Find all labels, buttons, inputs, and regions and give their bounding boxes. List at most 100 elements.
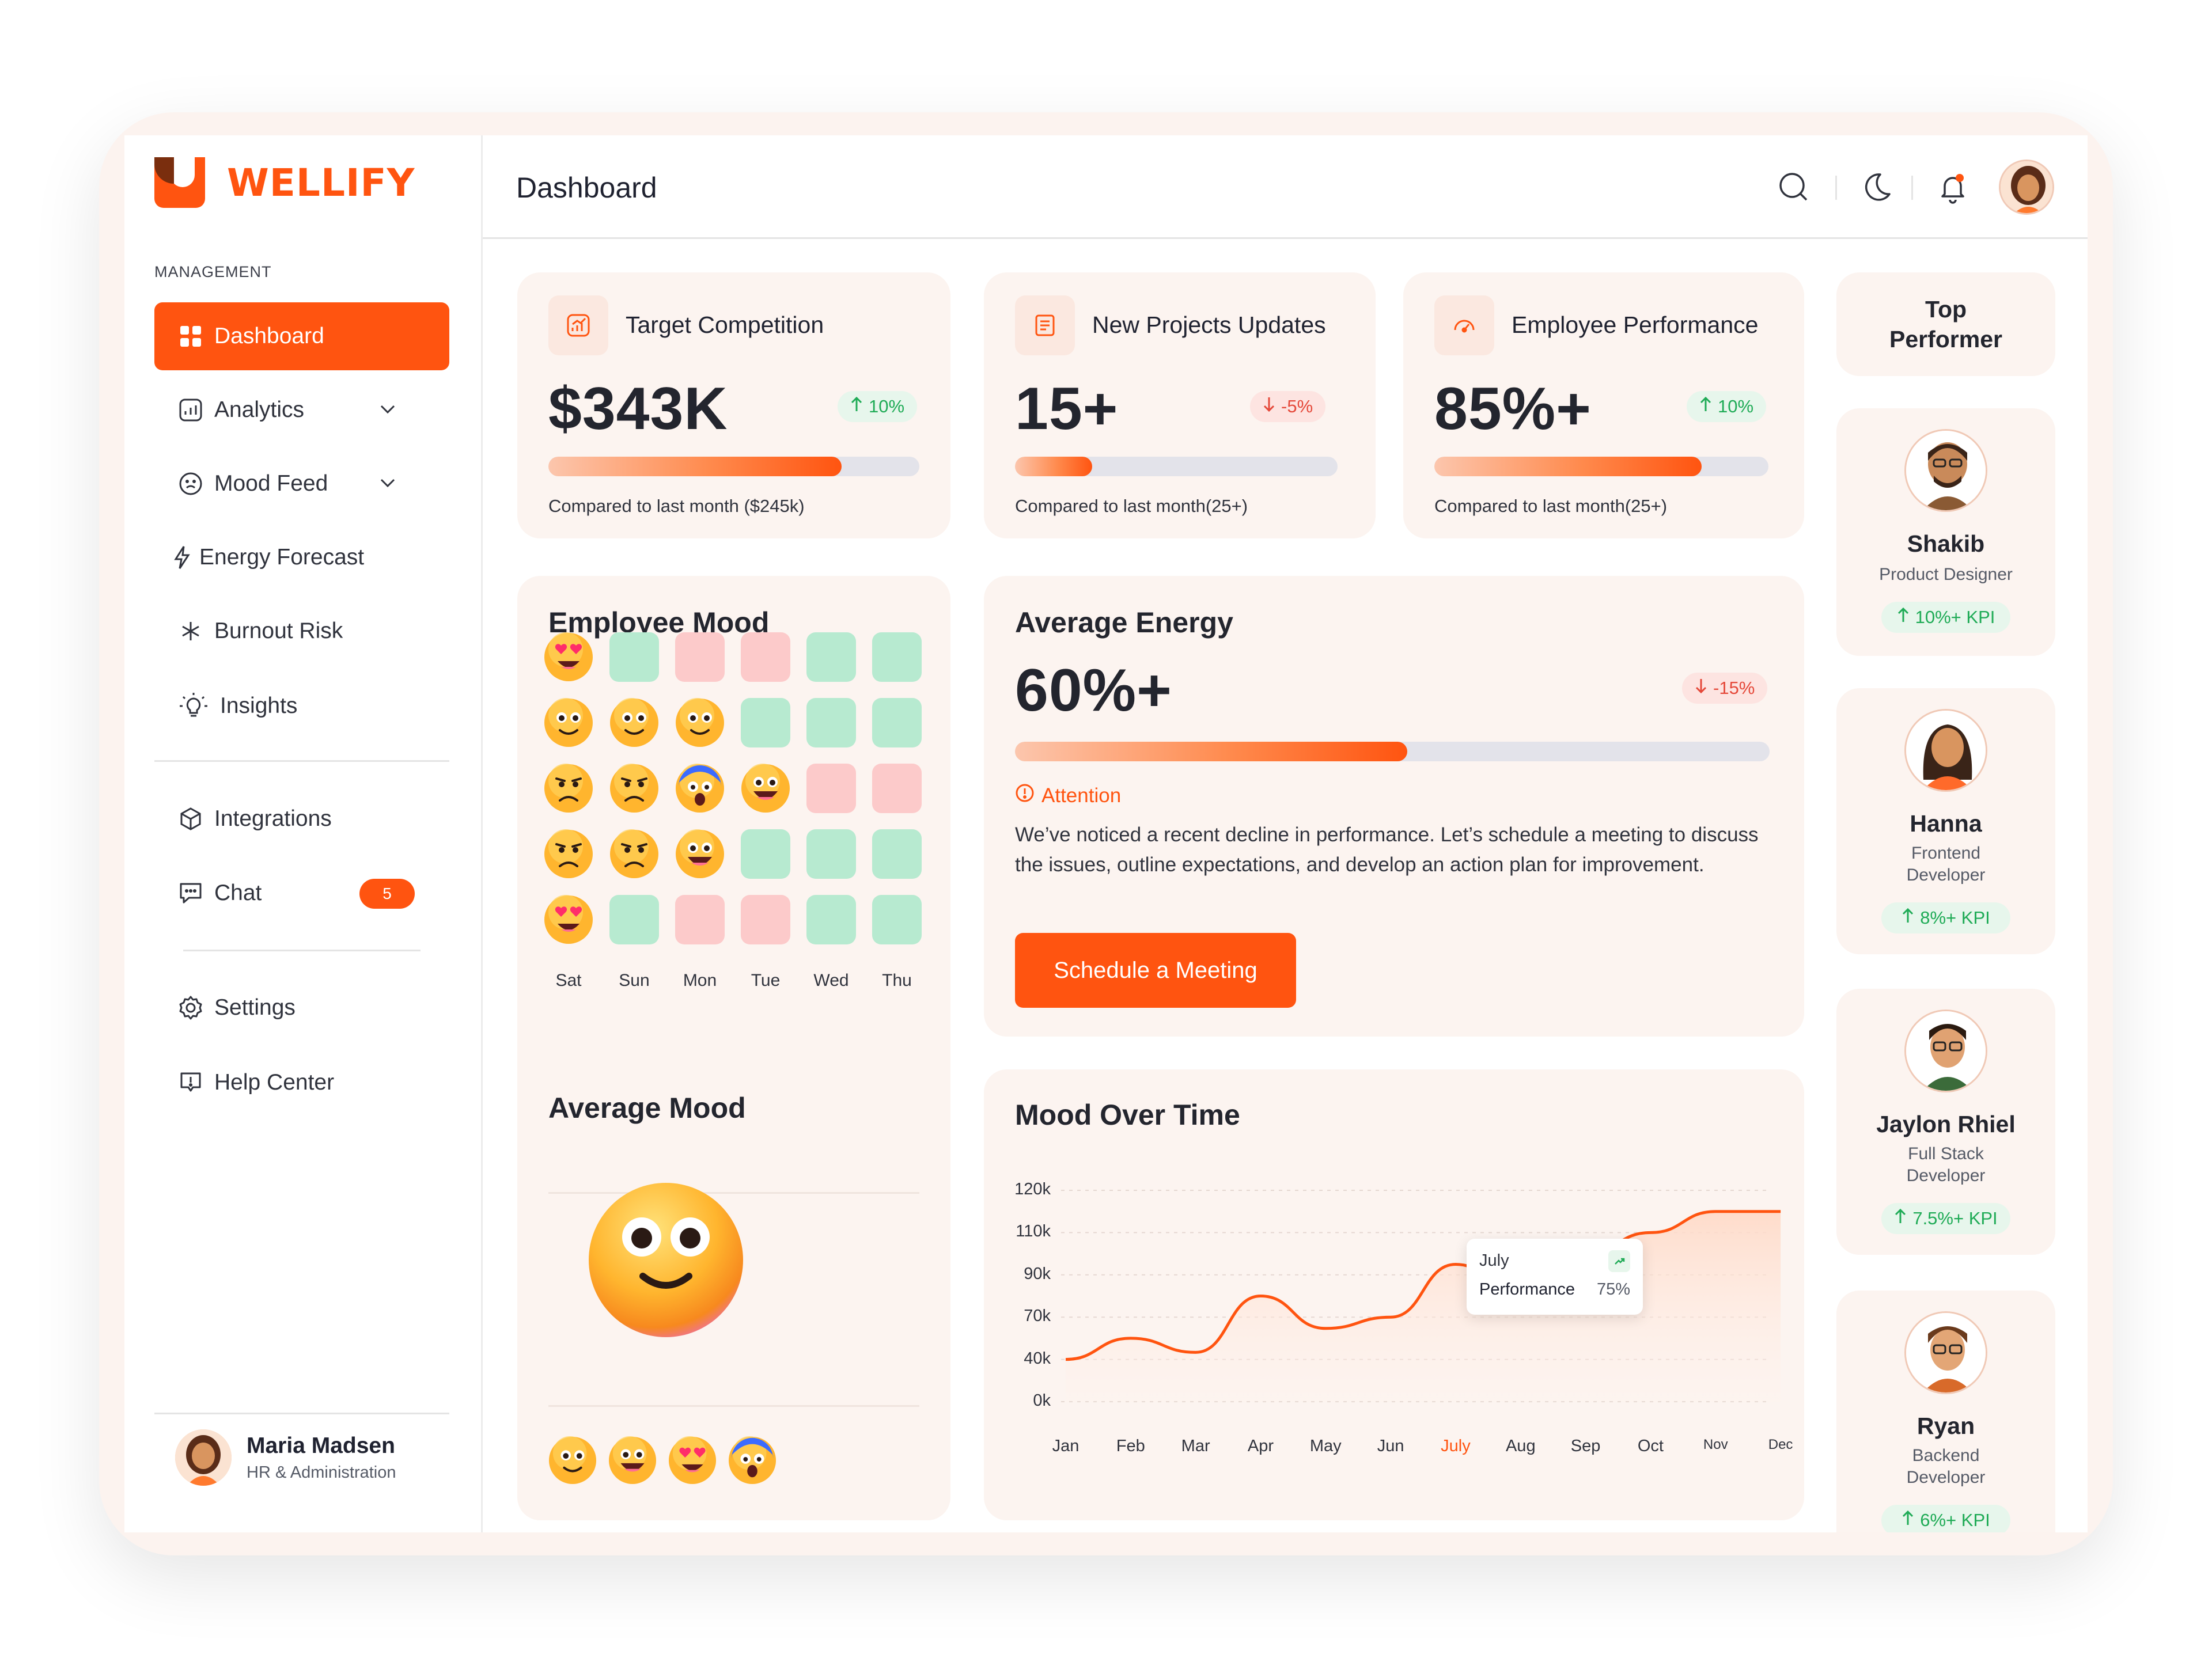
mood-cell-positive[interactable] xyxy=(806,829,856,879)
mood-cell-positive[interactable] xyxy=(609,632,659,682)
sidebar-item-energy-forecast[interactable]: Energy Forecast xyxy=(154,523,449,591)
sidebar-item-label: Energy Forecast xyxy=(199,545,365,570)
chart-line[interactable] xyxy=(1065,1210,1781,1361)
happy-emoji-icon[interactable] xyxy=(609,698,659,747)
x-tick-label: July xyxy=(1441,1437,1471,1455)
cube-icon xyxy=(177,806,204,832)
average-mood-emoji-icon xyxy=(586,1181,745,1339)
sidebar-item-help-center[interactable]: Help Center xyxy=(154,1049,449,1117)
sidebar-item-analytics[interactable]: Analytics xyxy=(154,376,449,444)
mood-cell-negative[interactable] xyxy=(675,632,725,682)
mood-cell-positive[interactable] xyxy=(741,698,790,747)
sad-emoji-icon[interactable] xyxy=(544,764,593,813)
arrow-up-icon xyxy=(1699,396,1712,417)
mood-cell-negative[interactable] xyxy=(741,632,790,682)
title-line: Top xyxy=(1925,296,1967,322)
chevron-down-icon[interactable] xyxy=(378,399,397,424)
section-label: MANAGEMENT xyxy=(154,263,272,280)
gear-icon xyxy=(177,995,204,1021)
mood-cell-negative[interactable] xyxy=(806,764,856,813)
sidebar-item-label: Mood Feed xyxy=(214,471,328,496)
grin-emoji-icon[interactable] xyxy=(741,764,790,813)
love-emoji-icon[interactable] xyxy=(544,895,593,944)
mood-cell-positive[interactable] xyxy=(872,698,922,747)
love-emoji-icon[interactable] xyxy=(544,632,593,682)
energy-progress-bar xyxy=(1015,742,1770,761)
mood-cell-positive[interactable] xyxy=(609,895,659,944)
average-energy-card: Average Energy 60%+ -15% Attention We’ve… xyxy=(984,576,1804,1037)
logo[interactable]: WELLIFY xyxy=(154,157,415,208)
performer-card[interactable]: Jaylon Rhiel Full Stack Developer 7.5%+ … xyxy=(1836,989,2055,1255)
section-title: Employee Mood xyxy=(548,606,770,639)
sidebar-item-integrations[interactable]: Integrations xyxy=(154,785,449,853)
sad-emoji-icon[interactable] xyxy=(609,829,659,879)
user-name: Maria Madsen xyxy=(247,1433,395,1458)
mood-cell-positive[interactable] xyxy=(872,829,922,879)
energy-value: 60%+ xyxy=(1015,657,1172,724)
sad-emoji-icon[interactable] xyxy=(544,829,593,879)
sidebar-item-burnout-risk[interactable]: Burnout Risk xyxy=(154,597,449,665)
title-line: Performer xyxy=(1889,326,2002,352)
shock-emoji-icon[interactable] xyxy=(675,764,725,813)
mood-cell-negative[interactable] xyxy=(872,764,922,813)
mood-cell-negative[interactable] xyxy=(675,895,725,944)
role-line: Developer xyxy=(1906,1468,1986,1487)
kpi-value: 8%+ KPI xyxy=(1920,908,1990,928)
moon-icon[interactable] xyxy=(1858,169,1895,206)
x-tick-label: Aug xyxy=(1505,1437,1536,1455)
card-note: Compared to last month ($245k) xyxy=(548,496,805,516)
mood-cell-positive[interactable] xyxy=(806,632,856,682)
chart-area xyxy=(1066,1211,1781,1402)
tooltip-label: Performance xyxy=(1479,1280,1575,1299)
sidebar-item-dashboard[interactable]: Dashboard xyxy=(154,302,449,370)
performer-name: Shakib xyxy=(1907,530,1985,557)
sidebar-item-insights[interactable]: Insights xyxy=(154,672,449,740)
mood-cell-positive[interactable] xyxy=(872,632,922,682)
sad-emoji-icon[interactable] xyxy=(609,764,659,813)
growth-chart-icon xyxy=(548,295,608,355)
header: Dashboard xyxy=(483,135,2088,239)
kpi-badge: 7.5%+ KPI xyxy=(1881,1203,2010,1234)
day-label: Thu xyxy=(882,971,912,990)
current-user[interactable]: Maria Madsen HR & Administration xyxy=(154,1413,449,1486)
grin-emoji-icon[interactable] xyxy=(675,829,725,879)
y-tick-label: 0k xyxy=(1033,1391,1051,1410)
performer-card[interactable]: Ryan Backend Developer 6%+ KPI xyxy=(1836,1291,2055,1532)
tooltip-value: 75% xyxy=(1597,1280,1631,1299)
sidebar-item-settings[interactable]: Settings xyxy=(154,974,449,1042)
kpi-value: 7.5%+ KPI xyxy=(1912,1208,1998,1228)
schedule-meeting-button[interactable]: Schedule a Meeting xyxy=(1015,933,1296,1008)
sidebar-item-mood-feed[interactable]: Mood Feed xyxy=(154,450,449,518)
kpi-value: 10%+ KPI xyxy=(1915,607,1995,627)
avatar xyxy=(1904,1311,1987,1394)
bell-icon[interactable] xyxy=(1934,169,1971,206)
happy-emoji-icon[interactable] xyxy=(544,698,593,747)
mood-cell-negative[interactable] xyxy=(741,895,790,944)
happy-emoji-icon[interactable] xyxy=(675,698,725,747)
progress-fill xyxy=(1015,742,1408,761)
mood-line-chart[interactable] xyxy=(984,1069,1804,1520)
progress-fill xyxy=(1434,457,1702,476)
happy-emoji-icon[interactable] xyxy=(548,1436,597,1485)
mood-cell-positive[interactable] xyxy=(806,698,856,747)
grin-emoji-icon[interactable] xyxy=(608,1436,657,1485)
role-line: Developer xyxy=(1906,866,1986,885)
avatar[interactable] xyxy=(1999,160,2054,215)
mood-cell-positive[interactable] xyxy=(872,895,922,944)
mood-cell-positive[interactable] xyxy=(741,829,790,879)
love-emoji-icon[interactable] xyxy=(668,1436,717,1485)
app-window: WELLIFY MANAGEMENT Dashboard Analytics M… xyxy=(124,135,2088,1532)
progress-fill xyxy=(548,457,842,476)
chevron-down-icon[interactable] xyxy=(378,473,397,498)
divider xyxy=(154,760,449,762)
search-icon[interactable] xyxy=(1775,169,1812,206)
sidebar-item-chat[interactable]: Chat 5 xyxy=(154,859,449,927)
tooltip-month: July xyxy=(1479,1251,1509,1270)
brand-name: WELLIFY xyxy=(227,160,415,205)
performer-card[interactable]: Shakib Product Designer 10%+ KPI xyxy=(1836,408,2055,656)
mood-cell-positive[interactable] xyxy=(806,895,856,944)
performer-card[interactable]: Hanna Frontend Developer 8%+ KPI xyxy=(1836,688,2055,954)
role-line: Backend xyxy=(1912,1446,1980,1465)
change-badge: -15% xyxy=(1682,673,1768,704)
shock-emoji-icon[interactable] xyxy=(728,1436,777,1485)
